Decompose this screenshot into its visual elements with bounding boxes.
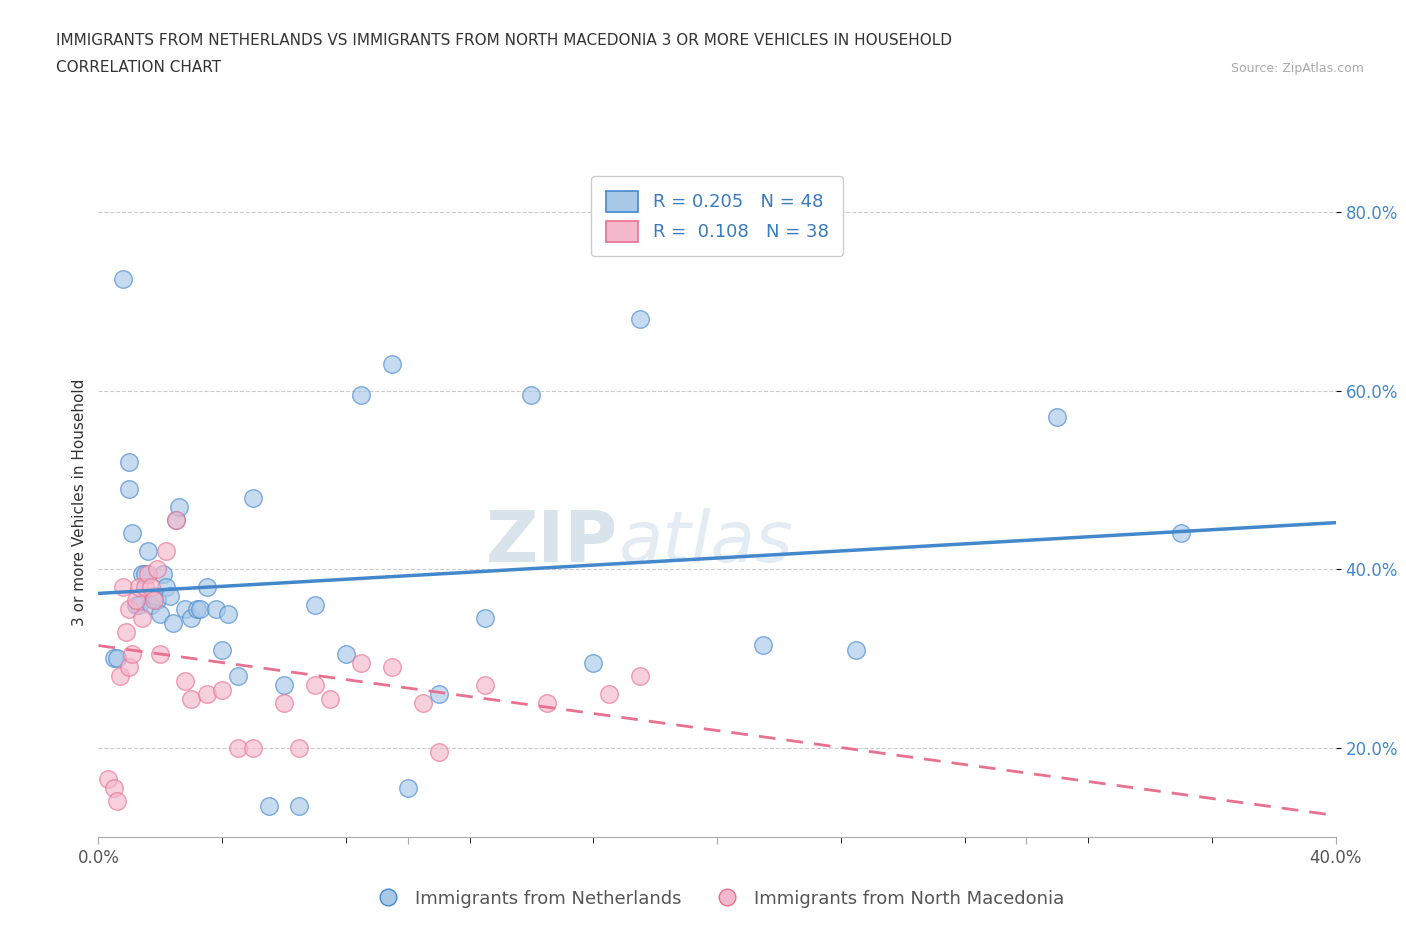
Point <box>97 772 120 787</box>
Point <box>115 624 138 639</box>
Point <box>165 512 187 527</box>
Point <box>128 597 150 612</box>
Point <box>304 678 326 693</box>
Point <box>273 678 295 693</box>
Point <box>155 544 177 559</box>
Point <box>118 602 141 617</box>
Point <box>288 740 311 755</box>
Point <box>412 696 434 711</box>
Point <box>112 579 135 594</box>
Point <box>180 611 202 626</box>
Point <box>146 593 169 608</box>
Point <box>381 660 404 675</box>
Point <box>118 660 141 675</box>
Point <box>582 656 605 671</box>
Point <box>124 597 146 612</box>
Point <box>121 646 143 661</box>
Point <box>174 602 197 617</box>
Point <box>159 589 181 604</box>
Point <box>146 562 169 577</box>
Point <box>242 490 264 505</box>
Point <box>226 740 249 755</box>
Point <box>752 638 775 653</box>
Point <box>167 499 190 514</box>
Point <box>381 356 404 371</box>
Legend: Immigrants from Netherlands, Immigrants from North Macedonia: Immigrants from Netherlands, Immigrants … <box>363 883 1071 915</box>
Point <box>190 602 212 617</box>
Point <box>845 642 868 657</box>
Point <box>350 388 373 403</box>
Point <box>152 566 174 581</box>
Point <box>598 686 620 701</box>
Point <box>217 606 239 621</box>
Text: atlas: atlas <box>619 508 793 577</box>
Point <box>165 512 187 527</box>
Text: Source: ZipAtlas.com: Source: ZipAtlas.com <box>1230 62 1364 75</box>
Point <box>319 691 342 706</box>
Point <box>105 794 128 809</box>
Point <box>1046 410 1069 425</box>
Text: CORRELATION CHART: CORRELATION CHART <box>56 60 221 75</box>
Point <box>195 686 218 701</box>
Text: IMMIGRANTS FROM NETHERLANDS VS IMMIGRANTS FROM NORTH MACEDONIA 3 OR MORE VEHICLE: IMMIGRANTS FROM NETHERLANDS VS IMMIGRANT… <box>56 33 952 47</box>
Point <box>226 669 249 684</box>
Point <box>136 544 159 559</box>
Point <box>273 696 295 711</box>
Point <box>139 579 162 594</box>
Point <box>108 669 131 684</box>
Point <box>143 593 166 608</box>
Point <box>149 606 172 621</box>
Point <box>350 656 373 671</box>
Point <box>211 683 233 698</box>
Point <box>103 780 125 795</box>
Point <box>155 579 177 594</box>
Point <box>304 597 326 612</box>
Point <box>128 579 150 594</box>
Point <box>162 616 184 631</box>
Point <box>105 651 128 666</box>
Point <box>520 388 543 403</box>
Point <box>335 646 357 661</box>
Point <box>427 686 450 701</box>
Point <box>134 579 156 594</box>
Text: ZIP: ZIP <box>486 508 619 577</box>
Point <box>139 597 162 612</box>
Point <box>186 602 208 617</box>
Point <box>474 611 496 626</box>
Point <box>427 745 450 760</box>
Point <box>131 611 153 626</box>
Point <box>536 696 558 711</box>
Point <box>257 798 280 813</box>
Point <box>124 593 146 608</box>
Point <box>195 579 218 594</box>
Point <box>174 673 197 688</box>
Point <box>288 798 311 813</box>
Point <box>628 669 651 684</box>
Point <box>474 678 496 693</box>
Point <box>242 740 264 755</box>
Point <box>205 602 228 617</box>
Point <box>1170 526 1192 541</box>
Point <box>211 642 233 657</box>
Point <box>118 455 141 470</box>
Point <box>134 566 156 581</box>
Point <box>131 566 153 581</box>
Point <box>112 272 135 286</box>
Y-axis label: 3 or more Vehicles in Household: 3 or more Vehicles in Household <box>72 379 87 626</box>
Point <box>118 482 141 497</box>
Point <box>103 651 125 666</box>
Point <box>121 526 143 541</box>
Point <box>136 566 159 581</box>
Point <box>628 312 651 326</box>
Point <box>143 589 166 604</box>
Point <box>180 691 202 706</box>
Point <box>396 780 419 795</box>
Point <box>149 646 172 661</box>
